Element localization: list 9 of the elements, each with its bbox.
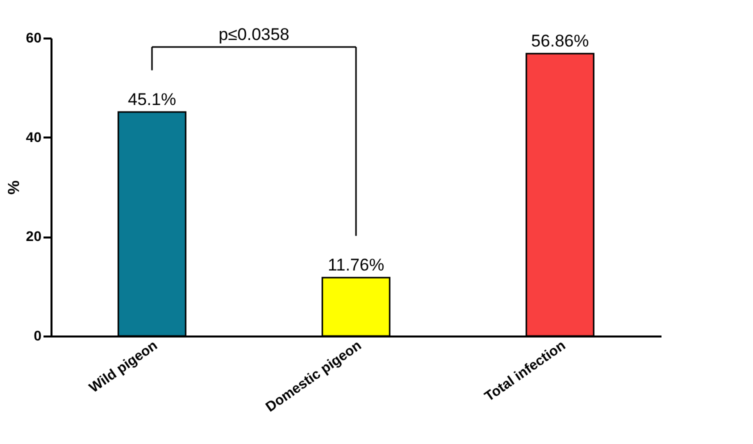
data-label: 45.1%	[128, 90, 176, 110]
y-tick-label: 0	[34, 328, 42, 344]
data-label: 56.86%	[531, 32, 589, 51]
y-tick-label: 20	[26, 228, 42, 244]
data-label: 11.76%	[328, 256, 384, 275]
annotation: p≤0.0358	[218, 24, 290, 44]
y-tick-label: 40	[26, 128, 42, 145]
y-tick-label: 60	[26, 30, 42, 46]
y-axis-title: %	[6, 180, 23, 195]
